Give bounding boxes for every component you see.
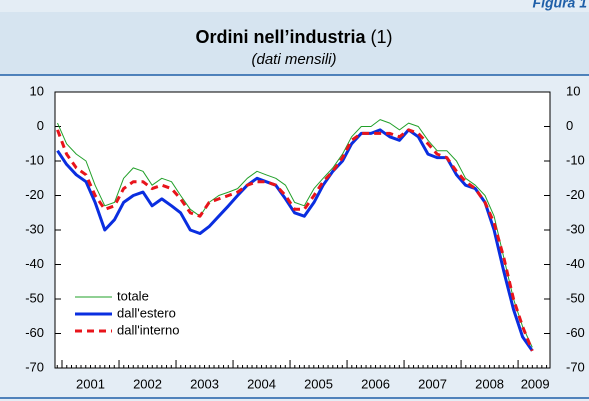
y-tick-label: -50 xyxy=(25,290,44,305)
x-tick-label: 2001 xyxy=(76,376,105,391)
y-tick-label: 0 xyxy=(37,118,44,133)
y-tick-label: -30 xyxy=(25,221,44,236)
series-line xyxy=(57,119,533,348)
y2-tick-label: 10 xyxy=(566,83,580,98)
x-tick-label: 2006 xyxy=(361,376,390,391)
y-tick-label: -20 xyxy=(25,187,44,202)
x-tick-label: 2004 xyxy=(247,376,276,391)
x-tick-label: 2003 xyxy=(190,376,219,391)
y2-tick-label: -40 xyxy=(566,256,585,271)
y2-tick-label: -20 xyxy=(566,187,585,202)
y2-tick-label: -30 xyxy=(566,221,585,236)
title-main: Ordini nell’industria xyxy=(195,27,366,47)
x-tick-label: 2007 xyxy=(418,376,447,391)
y2-tick-label: 0 xyxy=(566,118,573,133)
header-band xyxy=(0,12,589,75)
y2-tick-label: -10 xyxy=(566,152,585,167)
y2-tick-label: -60 xyxy=(566,325,585,340)
x-tick-label: 2008 xyxy=(475,376,504,391)
y-tick-label: 10 xyxy=(30,83,44,98)
y-tick-label: -70 xyxy=(25,359,44,374)
x-tick-label: 2002 xyxy=(133,376,162,391)
y2-tick-label: -70 xyxy=(566,359,585,374)
chart-subtitle: (dati mensili) xyxy=(251,51,336,68)
series-line xyxy=(56,128,534,352)
legend-label: totale xyxy=(117,288,149,303)
y-tick-label: -10 xyxy=(25,152,44,167)
x-tick-label: 2005 xyxy=(304,376,333,391)
y-tick-label: -60 xyxy=(25,325,44,340)
x-tick-label: 2009 xyxy=(521,376,550,391)
title-note: (1) xyxy=(371,27,393,47)
figure-label: Figura 1 xyxy=(533,0,588,11)
chart-title: Ordini nell’industria (1) xyxy=(195,27,392,47)
y-tick-label: -40 xyxy=(25,256,44,271)
legend-label: dall'estero xyxy=(117,305,176,320)
y2-tick-label: -50 xyxy=(566,290,585,305)
legend-label: dall'interno xyxy=(117,322,179,337)
